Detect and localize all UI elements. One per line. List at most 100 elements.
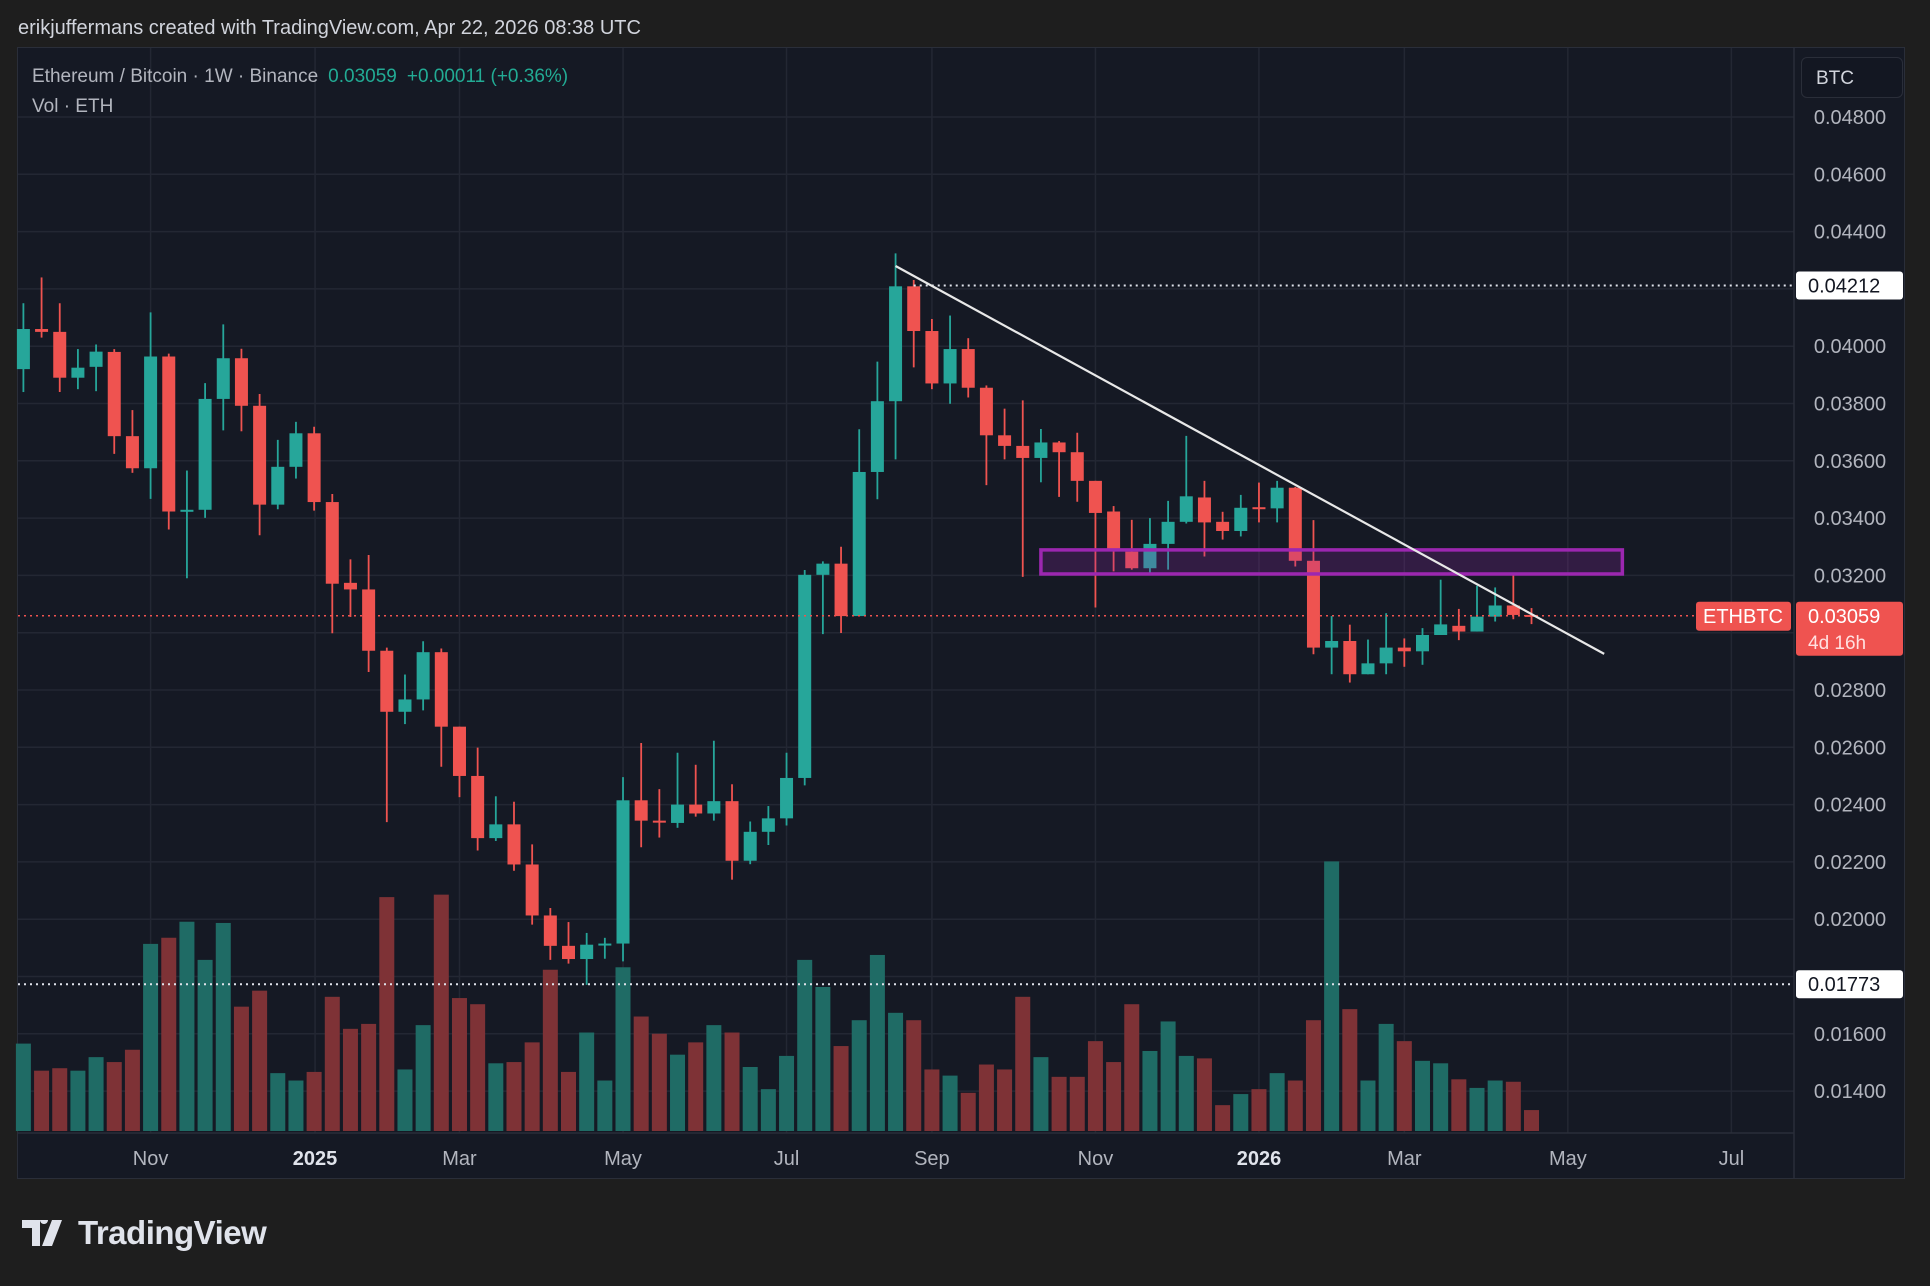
candle-down — [1306, 560, 1320, 648]
volume-bar — [960, 1092, 976, 1131]
volume-bar — [252, 990, 268, 1131]
candle-down — [652, 820, 666, 823]
price-tick-label: 0.02000 — [1814, 909, 1886, 931]
price-axis: 0.04800 0.04600 0.04400 0.04000 0.03800 0.036… — [1814, 107, 1886, 1103]
candle-up — [271, 466, 285, 505]
time-axis: Nov 2025 Mar May Jul Sep Nov 2026 Mar May Jul — [133, 1148, 1744, 1170]
candle-up — [1270, 487, 1284, 509]
time-tick-label: Sep — [914, 1148, 950, 1170]
candle-down — [53, 331, 67, 378]
candle-up — [1179, 496, 1193, 522]
price-change: +0.00011 (+0.36%) — [406, 66, 569, 87]
time-tick-label: Jul — [1719, 1148, 1745, 1170]
volume-bar — [1524, 1110, 1540, 1131]
candle-up — [16, 329, 30, 370]
candle-down — [343, 582, 357, 590]
candle-up — [671, 804, 685, 823]
volume-bar — [688, 1042, 704, 1131]
volume-bar — [306, 1071, 322, 1131]
volume-bar — [724, 1032, 740, 1131]
volume-bar — [942, 1075, 958, 1131]
candle-down — [507, 824, 521, 865]
time-tick-label: Jul — [774, 1148, 800, 1170]
volume-bar — [233, 1006, 249, 1131]
symbol-tag-label: ETHBTC — [1703, 606, 1783, 628]
price-tick-label: 0.02200 — [1814, 852, 1886, 874]
price-tick-label: 0.04000 — [1814, 336, 1886, 358]
candle-down — [253, 405, 267, 505]
price-tick-label: 0.03600 — [1814, 451, 1886, 473]
volume-bar — [1160, 1021, 1176, 1131]
volume-bar — [1469, 1087, 1485, 1131]
candle-up — [816, 563, 830, 575]
volume-bar — [1433, 1063, 1449, 1131]
level-price-tag — [1796, 970, 1903, 999]
volume-bar — [670, 1054, 686, 1131]
candle-down — [1125, 551, 1139, 569]
last-price-tag — [1796, 601, 1903, 656]
candle-down — [525, 864, 539, 916]
candle-up — [870, 401, 884, 472]
volume-bar — [1414, 1060, 1430, 1131]
volume-bar — [1287, 1080, 1303, 1131]
volume-bar — [88, 1057, 104, 1131]
candle-up — [416, 652, 430, 700]
candle-up — [889, 286, 903, 402]
candle-up — [798, 574, 812, 778]
volume-bar — [851, 1020, 867, 1131]
volume-bar — [1396, 1041, 1412, 1131]
volume-bar — [597, 1080, 613, 1131]
candle-up — [1415, 634, 1429, 652]
candle-down — [1343, 641, 1357, 675]
candle-up — [1161, 521, 1175, 544]
trendline — [895, 265, 1605, 655]
time-tick-label: Nov — [1078, 1148, 1114, 1170]
volume-bar — [1124, 1004, 1140, 1131]
volume-bar — [1487, 1080, 1503, 1131]
volume-bar — [797, 959, 813, 1131]
candle-down — [1016, 445, 1030, 458]
volume-bar — [924, 1069, 940, 1131]
volume-bar — [633, 1016, 649, 1131]
candle-up — [216, 358, 230, 399]
volume-bar — [52, 1068, 68, 1131]
volume-bar — [15, 1043, 31, 1131]
volume-bar — [978, 1064, 994, 1131]
candle-down — [979, 387, 993, 436]
currency-button[interactable]: BTC — [1801, 57, 1903, 98]
candle-down — [162, 356, 176, 512]
candle-down — [125, 436, 139, 469]
candle-up — [144, 356, 158, 469]
candle-up — [1379, 647, 1393, 664]
candle-down — [961, 349, 975, 388]
candle-up — [289, 433, 303, 467]
candle-up — [1488, 605, 1502, 617]
volume-bar — [1360, 1080, 1376, 1131]
price-tick-label: 0.02800 — [1814, 680, 1886, 702]
volume-bar — [506, 1062, 522, 1131]
candle-down — [234, 358, 248, 406]
volume-bar — [451, 998, 467, 1131]
volume-bar — [1251, 1089, 1267, 1131]
price-tick-label: 0.04800 — [1814, 107, 1886, 129]
candle-down — [107, 351, 121, 437]
candle-down — [325, 502, 339, 584]
volume-bar — [542, 969, 558, 1131]
candle-up — [71, 367, 85, 378]
volume-bar — [288, 1080, 304, 1131]
volume-bar — [1505, 1081, 1521, 1131]
candle-down — [471, 775, 485, 839]
volume-bar — [1324, 861, 1340, 1131]
time-tick-label: Mar — [1387, 1148, 1422, 1170]
candle-up — [489, 824, 503, 839]
volume-bars — [15, 861, 1540, 1131]
time-tick-label: May — [604, 1148, 642, 1170]
volume-bar — [342, 1028, 358, 1131]
candle-up — [198, 398, 212, 510]
candle-down — [1070, 452, 1084, 481]
volume-bar — [888, 1012, 904, 1131]
volume-bar — [1451, 1079, 1467, 1131]
price-tick-label: 0.03800 — [1814, 394, 1886, 416]
volume-bar — [106, 1062, 122, 1131]
